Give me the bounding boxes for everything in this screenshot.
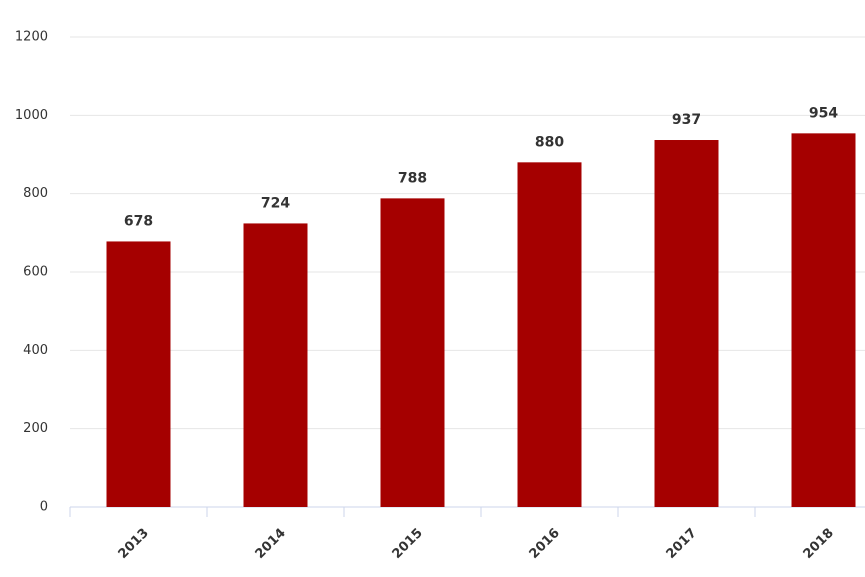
x-tick-label: 2014 <box>253 526 289 562</box>
y-tick-label: 800 <box>23 186 48 201</box>
y-tick-label: 200 <box>23 421 48 436</box>
y-tick-label: 1200 <box>15 30 48 45</box>
y-tick-label: 1000 <box>15 108 48 123</box>
value-label: 788 <box>398 170 427 186</box>
bar <box>380 198 445 507</box>
x-tick-label: 2017 <box>664 526 700 562</box>
bar <box>243 223 308 507</box>
x-tick-label: 2015 <box>390 526 426 562</box>
bar <box>791 133 856 507</box>
y-tick-label: 400 <box>23 343 48 358</box>
bar <box>654 140 719 507</box>
value-label: 880 <box>535 134 564 150</box>
x-tick-label: 2013 <box>116 526 152 562</box>
x-tick-label: 2018 <box>801 526 837 562</box>
bar <box>517 162 582 508</box>
y-tick-label: 600 <box>23 265 48 280</box>
x-tick-label: 2016 <box>527 526 563 562</box>
value-label: 954 <box>809 105 838 121</box>
y-tick-label: 0 <box>40 500 48 515</box>
bar <box>106 241 171 507</box>
value-label: 678 <box>124 213 153 229</box>
value-label: 724 <box>261 195 290 211</box>
value-label: 937 <box>672 112 701 128</box>
